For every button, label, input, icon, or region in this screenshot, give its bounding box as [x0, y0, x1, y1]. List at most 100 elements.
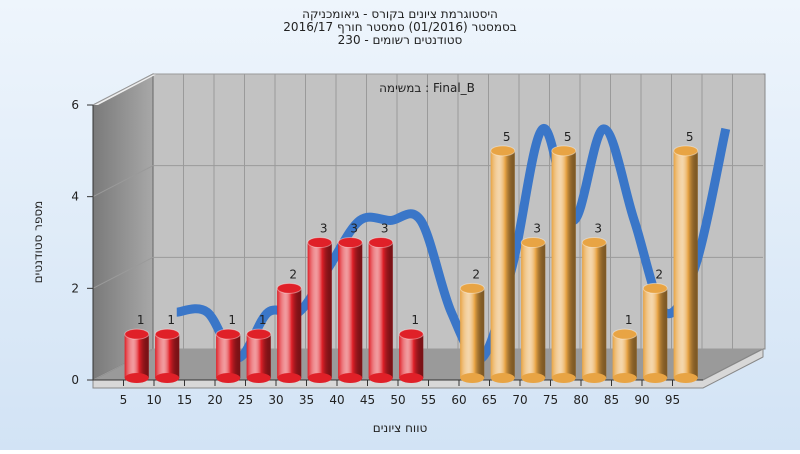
data-label: 1: [167, 313, 175, 327]
bar-bottom: [277, 373, 302, 383]
x-tick-label: 25: [238, 393, 253, 407]
x-axis-label: טווח ציונים: [373, 421, 428, 435]
bar-bottom: [612, 373, 637, 383]
data-label: 5: [686, 130, 694, 144]
title-line: היסטוגרמת ציונים בקורס - גיאומכניקה: [302, 7, 498, 21]
x-tick-label: 80: [573, 393, 588, 407]
bar-bottom: [338, 373, 363, 383]
bar-bottom: [399, 373, 424, 383]
x-tick-label: 75: [543, 393, 558, 407]
bar-top: [520, 237, 546, 248]
bar-shade: [582, 242, 607, 378]
x-tick-label: 50: [390, 393, 405, 407]
y-axis-label: מספר סטודנטים: [31, 201, 45, 284]
data-label: 2: [472, 267, 480, 281]
bar-shade: [155, 334, 180, 378]
data-label: 3: [594, 222, 602, 236]
x-tick-label: 70: [512, 393, 527, 407]
x-tick-label: 10: [146, 393, 161, 407]
bar-shade: [124, 334, 149, 378]
bar-top: [337, 237, 363, 248]
bar-bottom: [124, 373, 149, 383]
data-label: 3: [320, 222, 328, 236]
title-line: בסמסטר (01/2016) סמסטר חורף 2016/17: [283, 20, 516, 34]
bar-shade: [277, 288, 302, 378]
bar-top: [490, 145, 516, 157]
bar-top: [307, 237, 333, 248]
bar-bottom: [521, 373, 546, 383]
bar-top: [398, 328, 424, 340]
bar-top: [215, 328, 241, 340]
y-tick-label: 4: [71, 190, 79, 204]
title-line: סטודנטים רשומים - 230: [338, 33, 463, 47]
bar-top: [368, 237, 394, 248]
x-tick-label: 45: [360, 393, 375, 407]
x-tick-label: 65: [482, 393, 497, 407]
x-tick-label: 35: [299, 393, 314, 407]
x-tick-label: 20: [207, 393, 222, 407]
x-tick-label: 30: [268, 393, 283, 407]
bar-bottom: [216, 373, 241, 383]
bar-shade: [521, 242, 546, 378]
data-label: 2: [655, 267, 663, 281]
bar-bottom: [155, 373, 180, 383]
bar-top: [459, 282, 485, 294]
bar-shade: [307, 242, 332, 378]
data-label: 2: [289, 267, 297, 281]
x-tick-label: 15: [177, 393, 192, 407]
bar-shade: [643, 288, 668, 378]
x-tick-label: 85: [604, 393, 619, 407]
bar-shade: [216, 334, 241, 378]
bar-shade: [368, 242, 393, 378]
bar-bottom: [643, 373, 668, 383]
bar-top: [124, 328, 150, 340]
x-tick-label: 40: [329, 393, 344, 407]
data-label: 1: [137, 313, 145, 327]
bar-shade: [673, 150, 698, 378]
y-tick-label: 0: [71, 373, 79, 387]
bar-shade: [612, 334, 637, 378]
bar-top: [612, 328, 638, 340]
annotation: במשימה : Final_B: [379, 81, 475, 95]
bar-top: [581, 237, 607, 248]
bar-shade: [490, 150, 515, 378]
x-tick-label: 60: [451, 393, 466, 407]
bar-bottom: [246, 373, 271, 383]
bar-top: [551, 145, 577, 157]
data-label: 1: [228, 313, 236, 327]
x-tick-label: 55: [421, 393, 436, 407]
data-label: 3: [381, 222, 389, 236]
bar-bottom: [490, 373, 515, 383]
x-tick-label: 5: [120, 393, 128, 407]
y-tick-label: 2: [71, 281, 79, 295]
bar-shade: [246, 334, 271, 378]
bar-top: [154, 328, 180, 340]
bar-bottom: [673, 373, 698, 383]
data-label: 3: [350, 222, 358, 236]
bar-bottom: [460, 373, 485, 383]
bar-bottom: [551, 373, 576, 383]
bar-shade: [460, 288, 485, 378]
grid-line: [92, 73, 763, 106]
data-label: 1: [625, 313, 633, 327]
bar-top: [642, 282, 668, 294]
x-tick-label: 95: [665, 393, 680, 407]
bar-top: [276, 282, 302, 294]
data-label: 1: [259, 313, 267, 327]
bar-bottom: [368, 373, 393, 383]
bar-shade: [551, 150, 576, 378]
bar-shade: [338, 242, 363, 378]
x-tick-label: 90: [634, 393, 649, 407]
data-label: 1: [411, 313, 419, 327]
y-tick-label: 6: [71, 98, 79, 112]
bar-shade: [399, 334, 424, 378]
bar-top: [246, 328, 272, 340]
bar-bottom: [307, 373, 332, 383]
bar-bottom: [582, 373, 607, 383]
bar-top: [673, 145, 699, 157]
data-label: 5: [503, 130, 511, 144]
data-label: 3: [533, 222, 541, 236]
data-label: 5: [564, 130, 572, 144]
